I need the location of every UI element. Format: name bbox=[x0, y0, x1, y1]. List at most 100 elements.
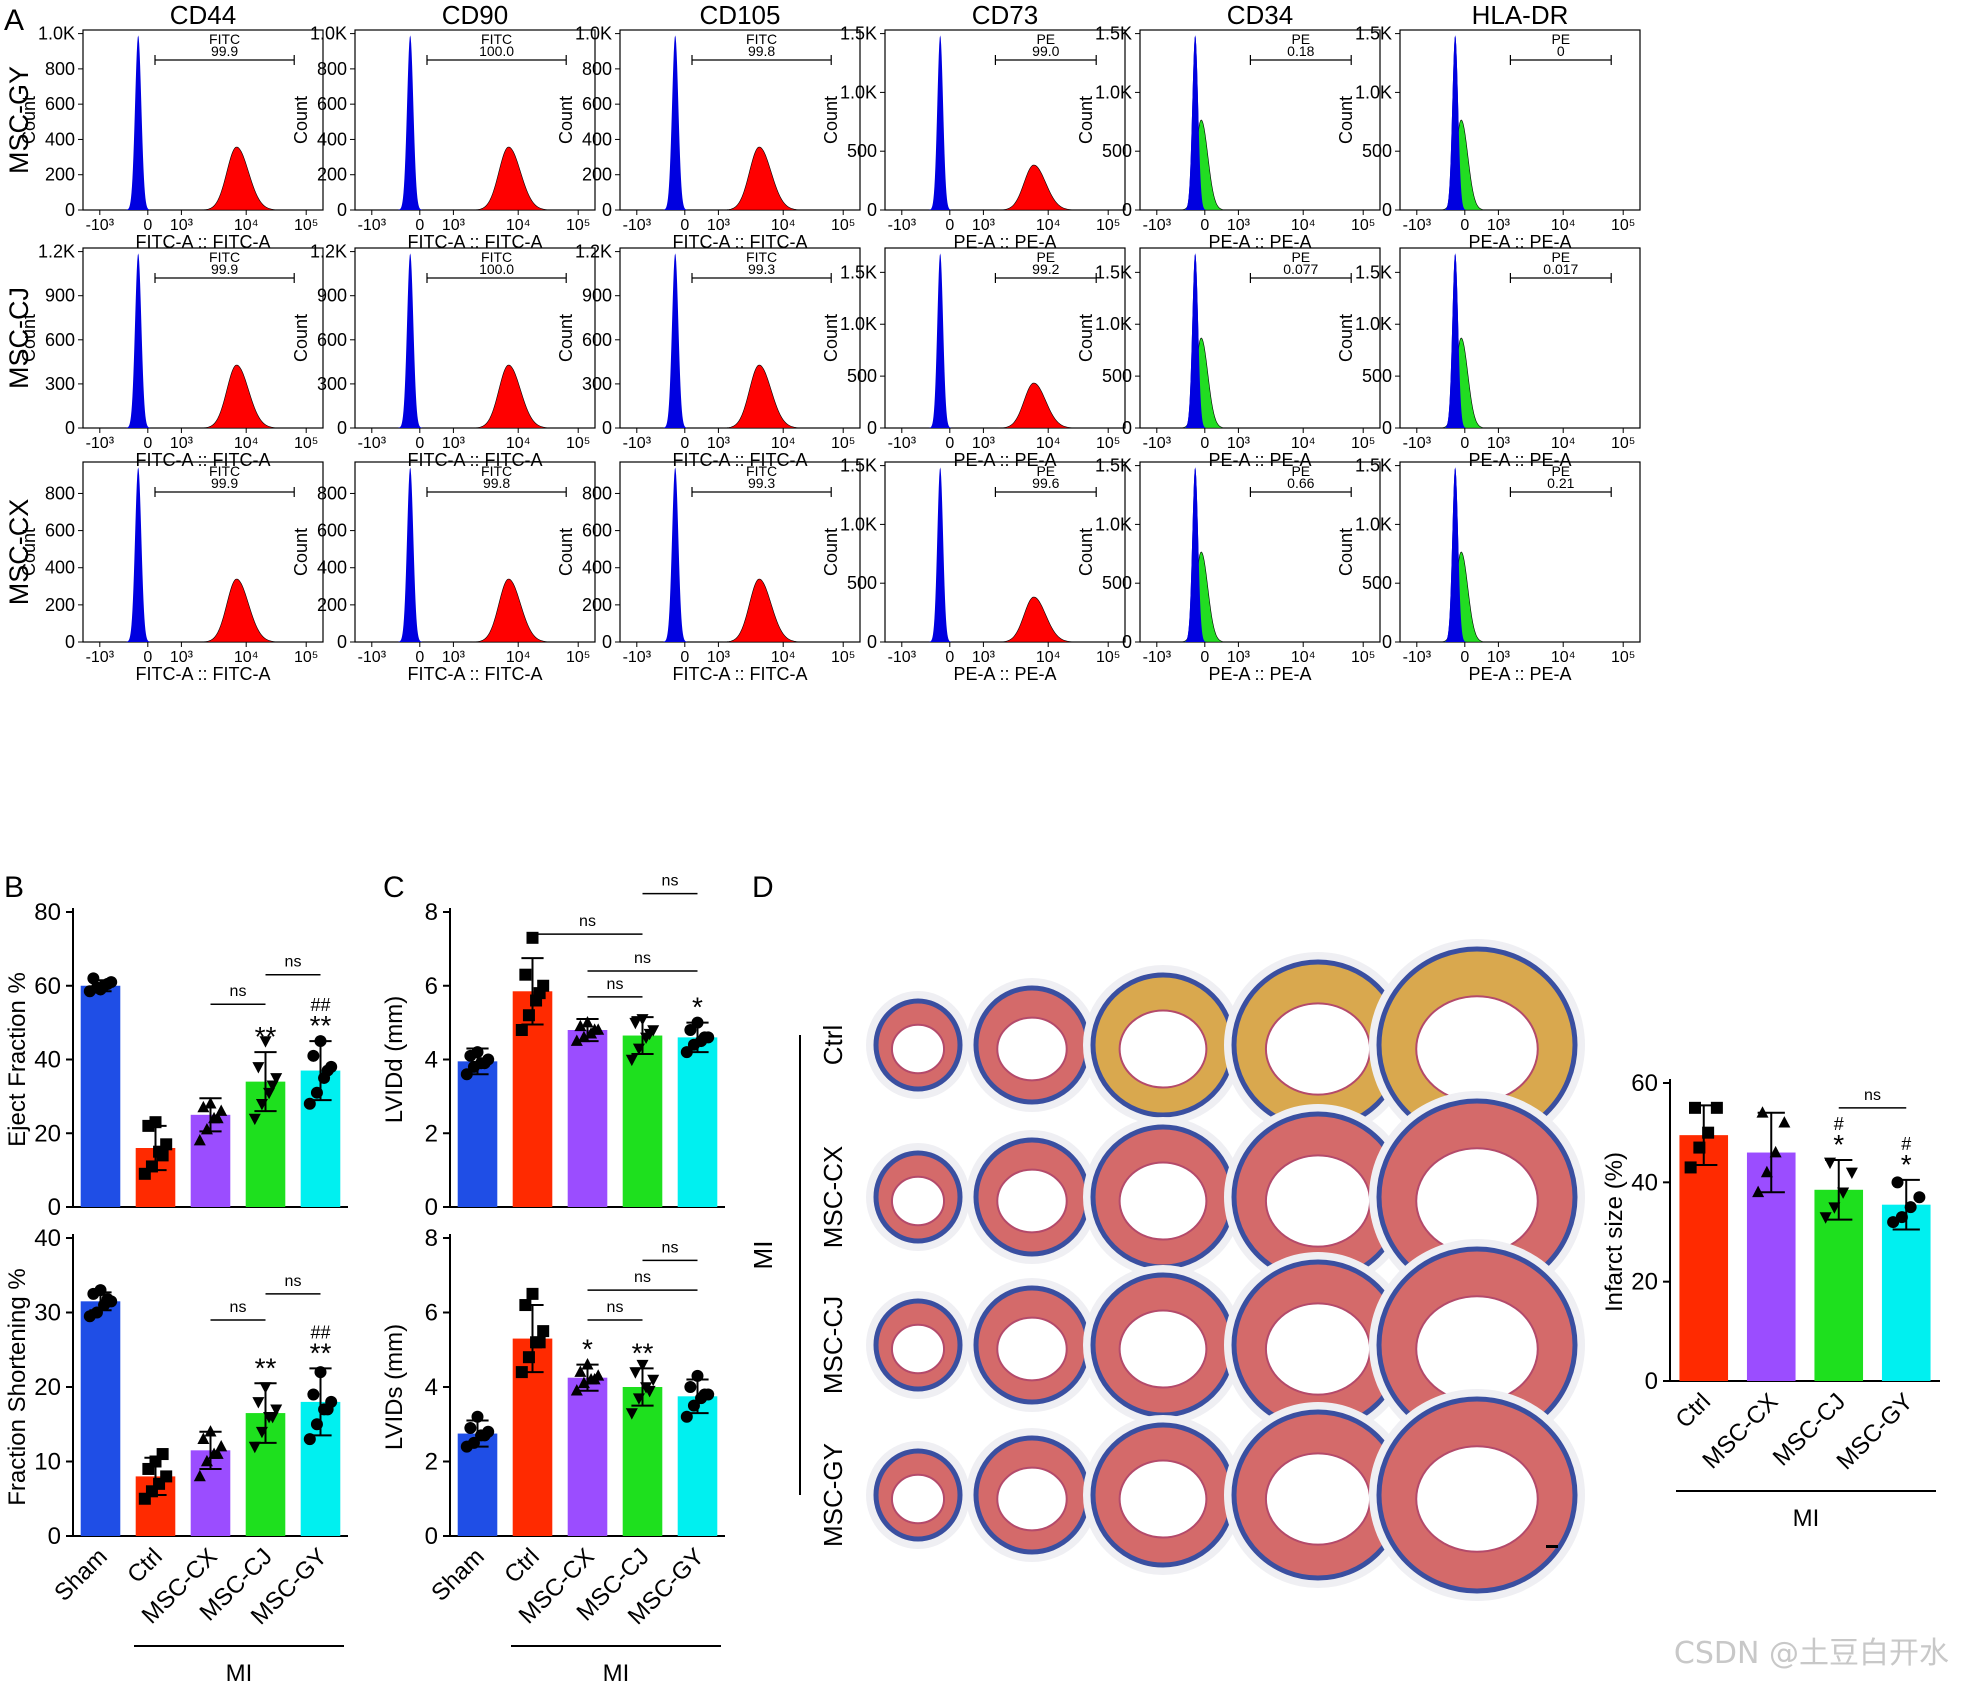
data-point bbox=[101, 977, 114, 990]
y-axis-label: Count bbox=[821, 96, 841, 144]
section-row-label-msc-cx: MSC-CX bbox=[818, 1146, 848, 1249]
x-tick-label: -10³ bbox=[358, 217, 387, 234]
gate-percent: 0 bbox=[1557, 43, 1565, 59]
y-axis-label: Count bbox=[19, 314, 39, 362]
x-tick-label: -10³ bbox=[888, 435, 917, 452]
gate-label: FITC bbox=[209, 31, 240, 47]
section-lumen bbox=[1118, 1009, 1208, 1089]
heart-section bbox=[966, 1130, 1098, 1264]
data-point bbox=[581, 1016, 594, 1028]
x-axis-label: PE-A :: PE-A bbox=[1208, 450, 1311, 470]
x-tick-label: 10⁵ bbox=[1611, 649, 1635, 666]
data-point bbox=[478, 1057, 491, 1070]
y-tick-label: 1.5K bbox=[1095, 456, 1132, 476]
x-tick-label: 10⁴ bbox=[771, 435, 796, 452]
data-point bbox=[1828, 1202, 1841, 1214]
y-tick-label: 0 bbox=[867, 200, 877, 220]
data-point bbox=[1778, 1116, 1791, 1128]
y-tick-label: 1.5K bbox=[1095, 262, 1132, 282]
section-row-label-msc-gy: MSC-GY bbox=[818, 1443, 848, 1547]
y-tick-label: 200 bbox=[582, 165, 612, 185]
y-axis-label: Infarct size (%) bbox=[1601, 1152, 1628, 1312]
data-point bbox=[211, 1447, 224, 1459]
data-point bbox=[698, 1388, 711, 1401]
stained-peak bbox=[470, 364, 547, 429]
data-point bbox=[248, 1441, 261, 1454]
column-header-cd105: CD105 bbox=[700, 0, 781, 30]
section-lumen bbox=[1118, 1459, 1208, 1539]
y-tick-label: 60 bbox=[34, 973, 61, 1000]
y-axis-label: Fraction Shortening % bbox=[4, 1268, 31, 1505]
gate-percent: 99.3 bbox=[748, 475, 775, 491]
heart-section bbox=[1083, 1265, 1243, 1425]
data-point bbox=[1689, 1101, 1702, 1114]
heart-section bbox=[1224, 1104, 1412, 1290]
x-tick-label: 10⁵ bbox=[294, 217, 318, 234]
x-tick-label: -10³ bbox=[623, 435, 652, 452]
data-point bbox=[1837, 1187, 1850, 1199]
y-tick-label: 0 bbox=[602, 418, 612, 438]
x-tick-label: 0 bbox=[415, 435, 424, 452]
y-tick-label: 30 bbox=[34, 1300, 61, 1327]
panel-label-c: C bbox=[383, 871, 405, 904]
y-tick-label: 6 bbox=[425, 1300, 438, 1327]
x-tick-label: 10³ bbox=[707, 435, 731, 452]
x-tick-label: -10³ bbox=[358, 649, 387, 666]
x-tick-label: -10³ bbox=[1403, 217, 1432, 234]
y-tick-label: 800 bbox=[45, 483, 75, 503]
x-tick-label: 10⁴ bbox=[506, 435, 531, 452]
y-tick-label: 300 bbox=[45, 374, 75, 394]
plot-frame bbox=[1139, 461, 1381, 643]
y-tick-label: 20 bbox=[34, 1374, 61, 1401]
stained-peak bbox=[995, 382, 1072, 429]
x-tick-label: 10⁴ bbox=[1291, 217, 1316, 234]
data-point bbox=[467, 1436, 480, 1449]
x-tick-label: 10⁵ bbox=[566, 217, 590, 234]
data-point bbox=[87, 972, 100, 985]
x-tick-label: 10⁵ bbox=[1096, 217, 1120, 234]
x-tick-label: -10³ bbox=[86, 435, 115, 452]
y-axis-label: Count bbox=[19, 96, 39, 144]
gate-percent: 99.8 bbox=[748, 43, 775, 59]
ns-label: ns bbox=[1864, 1087, 1881, 1104]
section-lumen bbox=[996, 1316, 1068, 1382]
x-tick-label: 10³ bbox=[1227, 435, 1251, 452]
gate-percent: 99.3 bbox=[748, 261, 775, 277]
category-label-ctrl: Ctrl bbox=[499, 1543, 544, 1588]
control-peak-overlay bbox=[1180, 35, 1210, 211]
heart-section bbox=[866, 1291, 970, 1399]
data-point bbox=[307, 1388, 320, 1401]
bar-msc-cj bbox=[1814, 1189, 1864, 1381]
mi-group-label: MI bbox=[603, 1660, 630, 1686]
column-header-cd90: CD90 bbox=[442, 0, 508, 30]
data-point bbox=[643, 1028, 656, 1041]
gate-label: FITC bbox=[746, 463, 777, 479]
data-point bbox=[471, 1410, 484, 1423]
y-tick-label: 200 bbox=[45, 165, 75, 185]
x-tick-label: 10⁴ bbox=[234, 649, 259, 666]
section-lumen bbox=[890, 1473, 946, 1525]
x-tick-label: 10³ bbox=[170, 217, 194, 234]
plot-frame bbox=[82, 461, 324, 643]
gate-label: PE bbox=[1291, 249, 1310, 265]
data-point bbox=[625, 1408, 638, 1420]
x-tick-label: -10³ bbox=[1143, 435, 1172, 452]
data-point bbox=[252, 1397, 265, 1409]
x-tick-label: 0 bbox=[945, 217, 954, 234]
data-point bbox=[526, 1287, 539, 1300]
data-point bbox=[145, 1160, 158, 1173]
x-tick-label: -10³ bbox=[888, 217, 917, 234]
y-tick-label: 0 bbox=[337, 418, 347, 438]
y-tick-label: 2 bbox=[425, 1120, 438, 1147]
stained-peak bbox=[995, 164, 1072, 211]
x-tick-label: 0 bbox=[1200, 435, 1209, 452]
y-tick-label: 600 bbox=[45, 94, 75, 114]
panel-label-a: A bbox=[4, 4, 24, 37]
stained-peak bbox=[721, 146, 798, 211]
row-header-msc-cx: MSC-CX bbox=[4, 499, 34, 606]
y-tick-label: 400 bbox=[45, 129, 75, 149]
